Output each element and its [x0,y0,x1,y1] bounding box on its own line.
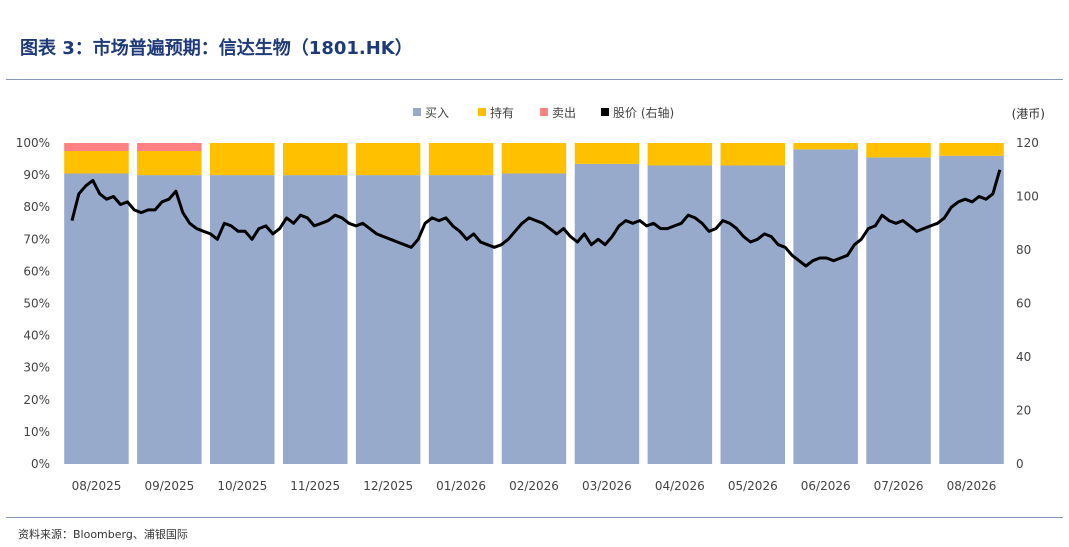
legend-label: 卖出 [552,106,576,120]
source-note: 资料来源：Bloomberg、浦银国际 [18,528,188,541]
x-axis-tick: 12/2025 [363,479,413,493]
top-divider [6,79,1063,80]
bar-segment [501,173,567,464]
bar-segment [210,175,275,464]
left-axis-tick: 100% [16,136,50,150]
bar-segment [64,173,129,464]
bar-segment [428,175,494,464]
legend-label: 股价 (右轴) [613,105,674,120]
right-axis-tick: 20 [1016,404,1031,418]
x-axis-tick: 03/2026 [582,479,632,493]
legend-label: 持有 [490,105,514,120]
right-axis-tick: 40 [1016,350,1031,364]
left-axis-tick: 60% [23,264,50,278]
bar-segment [64,143,129,151]
bar-segment [793,143,858,150]
bar-segment [574,163,640,464]
left-axis-tick: 0% [31,457,50,471]
figure-title: 图表 3：市场普遍预期：信达生物（1801.HK） [20,38,413,59]
bar-segment [428,143,494,176]
left-axis-tick: 80% [23,200,50,214]
right-axis-tick: 0 [1016,457,1024,471]
right-axis: 0 20 40 60 80 100 120 [1016,136,1039,471]
bar-segment [501,143,567,174]
bar-segment [647,165,713,464]
left-axis-tick: 50% [23,297,50,311]
bar-segment [137,175,202,464]
left-axis-tick: 90% [23,168,50,182]
left-axis-tick: 20% [23,393,50,407]
right-axis-tick: 60 [1016,297,1031,311]
bar-segment [137,151,202,176]
price-line-layer [70,169,1002,268]
left-axis-tick: 10% [23,425,50,439]
legend-swatch [540,108,548,116]
bar-segment [64,151,129,174]
x-axis-tick: 11/2025 [290,479,340,493]
left-axis-tick: 30% [23,361,50,375]
legend-swatch [478,108,486,116]
bar-segment [210,143,275,176]
bar-segment [866,157,931,464]
bar-segment [939,143,1004,156]
bar-segment [355,143,421,176]
x-axis-tick: 07/2026 [874,479,924,493]
right-axis-label: (港币) [1012,107,1045,121]
x-axis-tick: 04/2026 [655,479,705,493]
x-axis-tick: 06/2026 [801,479,851,493]
x-axis-tick: 10/2025 [217,479,267,493]
right-axis-tick: 100 [1016,190,1039,204]
x-axis-tick: 09/2025 [144,479,194,493]
right-axis-tick: 80 [1016,243,1031,257]
x-axis-tick: 08/2026 [947,479,997,493]
bars-layer [64,143,1004,465]
left-axis-tick: 70% [23,232,50,246]
legend-swatch [601,108,609,116]
x-axis: 08/2025 09/2025 10/2025 11/2025 12/2025 01/20… [72,479,997,493]
bar-segment [355,175,421,464]
x-axis-tick: 08/2025 [72,479,122,493]
bar-segment [283,143,348,176]
bar-segment [793,149,858,464]
bottom-divider [6,517,1063,518]
x-axis-tick: 02/2026 [509,479,559,493]
right-axis-tick: 120 [1016,136,1039,150]
x-axis-tick: 01/2026 [436,479,486,493]
left-axis-tick: 40% [23,329,50,343]
bar-segment [137,143,202,151]
bar-segment [720,165,785,464]
bar-segment [720,143,785,166]
bar-segment [283,175,348,464]
x-axis-tick: 05/2026 [728,479,778,493]
bar-segment [647,143,713,166]
legend-label: 买入 [425,106,449,120]
price-line [70,169,1002,268]
bar-segment [574,143,640,164]
bar-segment [866,143,931,158]
left-axis: 0% 10% 20% 30% 40% 50% 60% 70% 80% 90% 100% [16,136,50,471]
legend: 买入 持有 卖出 股价 (右轴) [413,105,674,120]
legend-swatch [413,108,421,116]
